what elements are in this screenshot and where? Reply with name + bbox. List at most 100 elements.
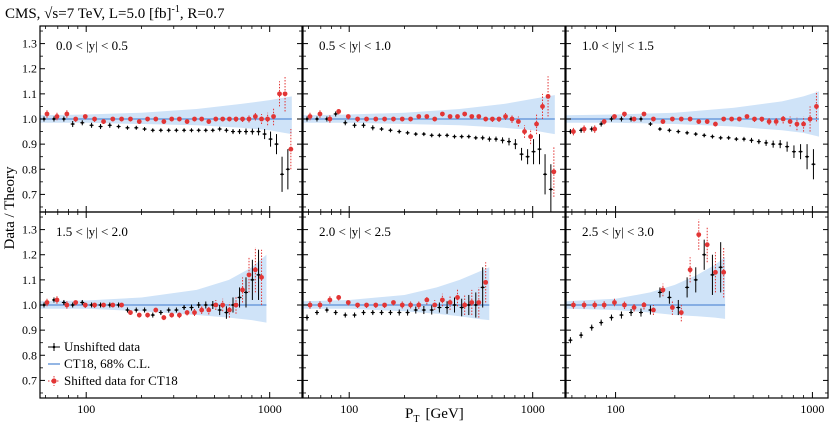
shifted-point [631,305,637,310]
shifted-point [678,116,684,122]
shifted-point [82,114,88,119]
shifted-point [246,272,252,278]
shifted-point [246,116,252,122]
shifted-point [110,302,116,308]
shifted-point [153,307,159,313]
unshifted-point [719,136,722,140]
shifted-point [687,267,693,273]
shifted-point [199,116,205,122]
unshifted-point [99,125,102,128]
x-tick-label: 1000 [800,402,824,416]
x-axis-label-main: P [405,406,413,422]
unshifted-point [649,308,652,312]
unshifted-point [414,308,417,312]
panel-6: 100 1000 2.5 < |y| < 3.0 [565,211,829,416]
panel-1: 0.7 0.8 0.9 1.0 1.1 1.2 1.3 0.0 < |y| < 0.5 [22,25,303,213]
shifted-point [612,114,617,119]
shifted-point [581,302,587,308]
unshifted-point [599,122,603,126]
unshifted-point [757,140,761,143]
shifted-point [307,114,313,119]
unshifted-point [711,273,714,277]
shifted-point [509,116,515,122]
unshifted-point [175,308,178,312]
unshifted-point [668,129,671,132]
unshifted-point [197,303,200,307]
shifted-point [601,119,607,124]
unshifted-point [71,122,74,126]
shifted-point [416,302,422,308]
shifted-point [271,114,276,119]
shifted-point [660,119,666,124]
theory-band [566,257,726,319]
shifted-point [780,116,786,122]
unshifted-point [590,127,593,131]
unshifted-point [225,311,228,314]
shifted-point [424,114,430,119]
shifted-point [592,126,598,132]
unshifted-point [126,308,129,312]
panel-label: 0.5 < |y| < 1.0 [319,38,391,53]
shifted-point [439,297,445,303]
shifted-point [92,116,97,122]
unshifted-point [685,286,689,289]
unshifted-point [792,150,796,153]
unshifted-point [353,313,356,317]
unshifted-point [238,296,241,299]
y-tick-label: 1.3 [22,37,37,51]
plot-area [566,219,727,344]
legend-label-theory: CT18, 68% C.L. [64,356,150,371]
unshifted-point [771,142,775,146]
shifted-point [233,302,239,308]
plot-area [566,91,819,180]
unshifted-point [251,278,254,282]
unshifted-point [703,134,706,137]
unshifted-point [414,132,417,136]
unshifted-point [231,130,235,133]
unshifted-point [344,121,347,124]
panel-3: 1.0 < |y| < 1.5 [565,25,829,213]
unshifted-point [620,117,623,121]
plot-area [40,247,267,323]
unshifted-point [371,126,374,129]
shifted-point [455,114,460,119]
shifted-point [432,302,438,308]
unshifted-point [430,308,433,312]
unshifted-point [727,136,730,140]
shifted-point [199,307,205,313]
unshifted-point [685,131,689,135]
shifted-point [44,111,50,117]
unshifted-point [190,129,193,132]
unshifted-point [799,150,802,153]
shifted-point [227,307,232,313]
shifted-point [220,116,226,122]
shifted-point [729,116,735,122]
shifted-point [307,302,313,308]
unshifted-point [211,129,214,132]
unshifted-point [81,301,84,304]
shifted-point [373,302,379,308]
unshifted-point [62,117,66,121]
unshifted-point [610,117,613,121]
unshifted-point [159,311,163,314]
shifted-point [382,116,387,122]
y-tick-label: 1.1 [22,273,37,287]
shifted-point [540,104,545,109]
y-tick-label: 1.3 [22,223,37,237]
shifted-point [462,302,468,308]
unshifted-point [703,253,706,256]
panel-2: 0.5 < |y| < 1.0 [302,25,566,213]
unshifted-point [251,130,254,133]
unshifted-point [526,155,529,158]
shifted-point [669,305,675,310]
unshifted-point [543,173,547,176]
unshifted-point [204,303,207,307]
unshifted-point [167,308,170,312]
unshifted-point [218,308,221,312]
unshifted-point [438,134,441,137]
shifted-point [651,307,656,313]
unshifted-point [344,313,347,317]
chart-title-sup: -1 [171,4,179,15]
shifted-point [801,121,806,127]
shifted-point [73,300,79,305]
